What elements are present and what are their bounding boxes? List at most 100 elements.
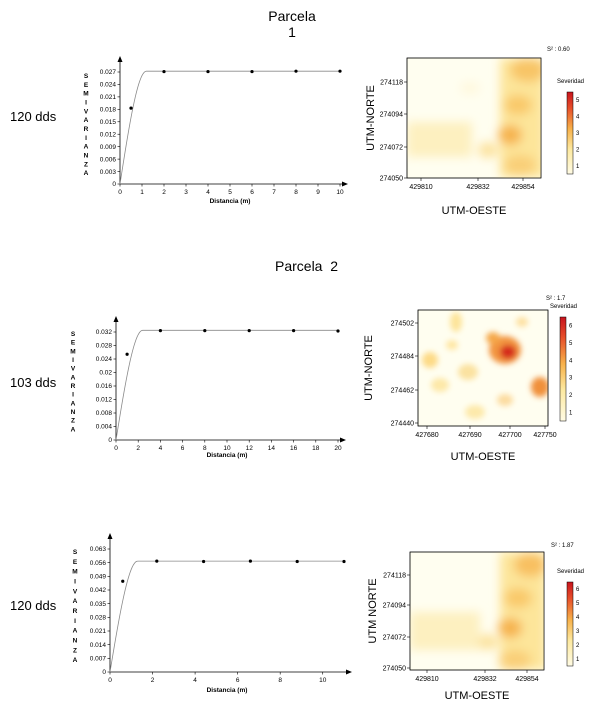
x-tick-label: 4 (193, 677, 197, 684)
x-tick-label: 14 (268, 445, 276, 452)
x-tick-label: 6 (250, 189, 254, 196)
map-y-tick-label: 274118 (383, 573, 406, 580)
x-tick-label: 18 (312, 445, 320, 452)
map-x-tick-label: 427680 (415, 432, 438, 439)
x-axis-title: Distancia (m) (207, 452, 248, 459)
data-point (158, 329, 162, 333)
map-x-tick-label: 429810 (415, 676, 438, 683)
legend-title: Severidad (557, 79, 584, 85)
map-x-tick-label: 429810 (409, 184, 432, 191)
data-point (202, 559, 206, 564)
x-axis-title: Distancia (m) (210, 198, 251, 205)
parcela-2-heading: Parcela 2 (275, 258, 339, 274)
map-y-axis-title: UTM NORTE (367, 578, 379, 643)
x-tick-label: 6 (236, 677, 240, 684)
y-tick-label: 0.021 (90, 628, 107, 635)
data-point (295, 559, 299, 564)
x-tick-label: 12 (246, 445, 254, 452)
map-y-tick-label: 274050 (380, 176, 403, 183)
data-point (155, 559, 159, 563)
legend-tick-label: 1 (576, 657, 580, 663)
data-point (129, 106, 133, 110)
data-point (203, 329, 207, 333)
model-curve (119, 70, 340, 185)
y-tick-label: 0.012 (96, 397, 113, 404)
y-tick-label: 0.015 (100, 119, 117, 126)
legend-tick-label: 5 (569, 341, 573, 347)
map-x-tick-label: 429832 (473, 676, 496, 683)
map-x-axis-title: UTM-OESTE (451, 451, 516, 463)
map-y-axis-title: UTM-NORTE (365, 85, 377, 151)
map-y-tick-label: 274484 (391, 354, 414, 361)
x-tick-label: 2 (136, 445, 140, 452)
data-point (338, 69, 342, 73)
x-axis-title: Distancia (m) (207, 687, 248, 694)
x-tick-label: 4 (206, 189, 210, 196)
y-tick-label: 0 (112, 181, 116, 188)
x-tick-label: 1 (140, 189, 144, 196)
severity-map-1 (406, 57, 542, 179)
data-point (336, 329, 340, 333)
y-tick-label: 0.003 (100, 169, 117, 176)
x-tick-label: 9 (316, 189, 320, 196)
legend-tick-label: 5 (576, 98, 580, 104)
legend-tick-label: 2 (576, 147, 580, 153)
legend-tick-label: 3 (569, 376, 573, 382)
map-labels-1: 274118 274094 274072 274050 429810 429832 4298… (365, 47, 584, 217)
legend-tick-label: 1 (576, 164, 580, 170)
map-y-tick-label: 274502 (391, 321, 414, 328)
y-tick-label: 0.021 (100, 94, 117, 101)
legend-tick-label: 3 (576, 131, 580, 137)
map-y-tick-label: 274440 (391, 421, 414, 428)
x-tick-label: 10 (336, 189, 344, 196)
map-labels-3: 274118 274094 274072 274050 429810 429832 4298… (367, 543, 584, 702)
legend-tick-label: 4 (576, 615, 580, 621)
legend-tick-label: 4 (569, 358, 573, 364)
y-tick-label: 0.035 (90, 601, 107, 608)
y-tick-label: 0.032 (96, 329, 113, 336)
map-x-tick-label: 429832 (466, 184, 489, 191)
y-tick-label: 0.024 (96, 356, 113, 363)
s2-label: S² : 1.7 (546, 296, 566, 302)
data-point (121, 579, 125, 583)
y-axis-arrow (107, 533, 113, 539)
y-tick-label: 0.042 (90, 587, 107, 594)
x-tick-label: 8 (278, 677, 282, 684)
y-tick-label: 0.009 (100, 144, 117, 151)
map-x-tick-label: 427750 (533, 432, 556, 439)
data-point (247, 329, 251, 333)
map-y-axis-title: UTM-NORTE (363, 335, 375, 401)
x-tick-label: 0 (108, 677, 112, 684)
legend-colorbar (559, 316, 567, 422)
y-tick-label: 0 (108, 437, 112, 444)
x-tick-label: 10 (223, 445, 231, 452)
severity-map-3 (409, 551, 545, 671)
y-tick-label: 0.024 (100, 82, 117, 89)
y-tick-label: 0.014 (90, 642, 107, 649)
legend-colorbar (566, 581, 574, 667)
map-y-tick-label: 274094 (383, 603, 406, 610)
data-point (342, 559, 346, 564)
map-y-tick-label: 274462 (391, 388, 414, 395)
model-curve (109, 560, 344, 673)
y-tick-label: 0.008 (96, 410, 113, 417)
y-tick-label: 0.007 (90, 656, 107, 663)
x-tick-label: 4 (159, 445, 163, 452)
y-tick-label: 0.049 (90, 574, 107, 581)
x-tick-label: 7 (272, 189, 276, 196)
legend-title: Severidad (550, 304, 577, 310)
map-x-tick-label: 429854 (515, 676, 538, 683)
severity-map-2 (417, 309, 549, 427)
legend-tick-label: 4 (576, 115, 580, 121)
x-tick-label: 8 (203, 445, 207, 452)
x-tick-label: 5 (228, 189, 232, 196)
parcela-1-heading: Parcela 1 (262, 8, 322, 40)
legend-colorbar (566, 91, 574, 175)
data-point (206, 69, 210, 74)
y-tick-label: 0.018 (100, 107, 117, 114)
